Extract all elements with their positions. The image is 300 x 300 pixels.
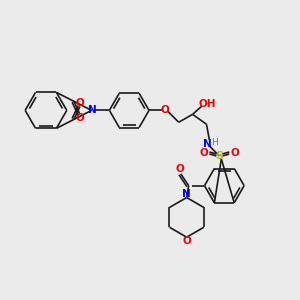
Text: OH: OH bbox=[199, 99, 216, 110]
Text: O: O bbox=[231, 148, 240, 158]
Text: H: H bbox=[211, 138, 218, 147]
Text: N: N bbox=[88, 105, 97, 116]
Text: O: O bbox=[76, 113, 84, 123]
Text: N: N bbox=[203, 139, 212, 149]
Text: O: O bbox=[160, 105, 169, 116]
Text: O: O bbox=[182, 236, 191, 246]
Text: O: O bbox=[76, 98, 84, 107]
Text: N: N bbox=[182, 189, 191, 199]
Text: O: O bbox=[175, 164, 184, 174]
Text: O: O bbox=[199, 148, 208, 158]
Text: S: S bbox=[215, 151, 223, 161]
